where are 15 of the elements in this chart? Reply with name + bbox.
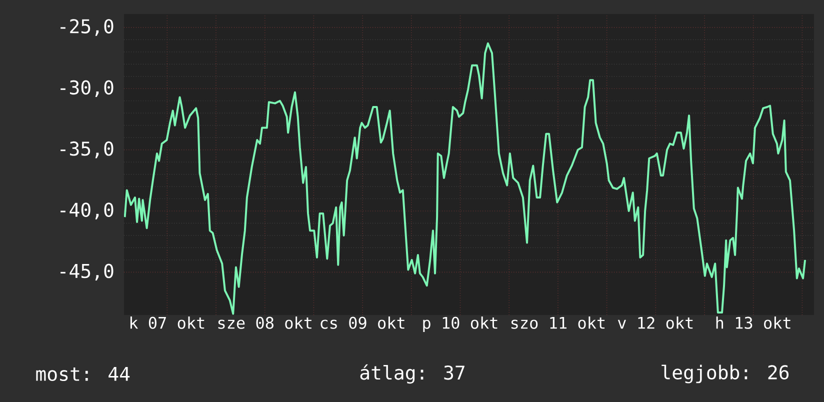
y-tick-label: -30,0 <box>60 80 114 98</box>
y-tick-label: -25,0 <box>60 19 114 36</box>
x-tick-label: p 10 okt <box>423 316 498 332</box>
y-tick-label: -35,0 <box>60 141 114 158</box>
y-tick-label: -40,0 <box>60 202 114 220</box>
x-tick-label: szo 11 okt <box>511 316 605 329</box>
x-tick-label: v 12 okt <box>618 316 693 329</box>
x-tick-label: k 07 okt <box>130 316 204 329</box>
text: legjobb: 26 <box>662 364 789 384</box>
y-tick-label: -45,0 <box>60 264 114 281</box>
text: most: 44 <box>36 366 130 382</box>
x-tick-label: sze 08 okt <box>218 316 312 329</box>
x-tick-label: h 13 okt <box>716 316 790 329</box>
text: átlag: 37 <box>360 364 464 384</box>
x-tick-label: cs 09 okt <box>320 316 404 329</box>
